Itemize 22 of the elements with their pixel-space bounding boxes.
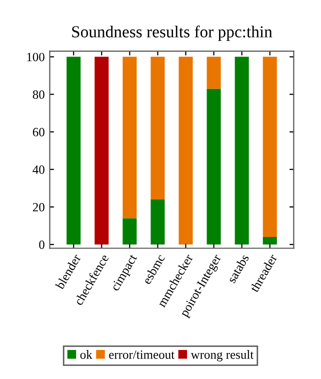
bar bbox=[122, 56, 137, 218]
bar bbox=[94, 56, 109, 244]
y-tick-label: 100 bbox=[27, 52, 44, 62]
bar bbox=[178, 56, 193, 244]
bar bbox=[206, 56, 221, 89]
bar bbox=[66, 56, 81, 244]
bar bbox=[262, 236, 277, 244]
legend-label: ok bbox=[80, 350, 92, 359]
bar bbox=[262, 56, 277, 237]
y-tick-label: 60 bbox=[32, 128, 44, 136]
bar bbox=[234, 56, 249, 244]
bar bbox=[150, 56, 165, 200]
y-tick-label: 40 bbox=[32, 165, 44, 174]
bar bbox=[206, 88, 221, 244]
y-tick-label: 0 bbox=[39, 240, 44, 249]
bar bbox=[122, 218, 137, 244]
chart-title: Soundness results for ppc:thin bbox=[72, 26, 272, 41]
legend-label: wrong result bbox=[190, 350, 254, 362]
legend-label: error/timeout bbox=[109, 350, 174, 359]
y-tick-label: 20 bbox=[32, 202, 44, 212]
y-tick-label: 80 bbox=[32, 90, 44, 99]
bar bbox=[150, 199, 165, 244]
